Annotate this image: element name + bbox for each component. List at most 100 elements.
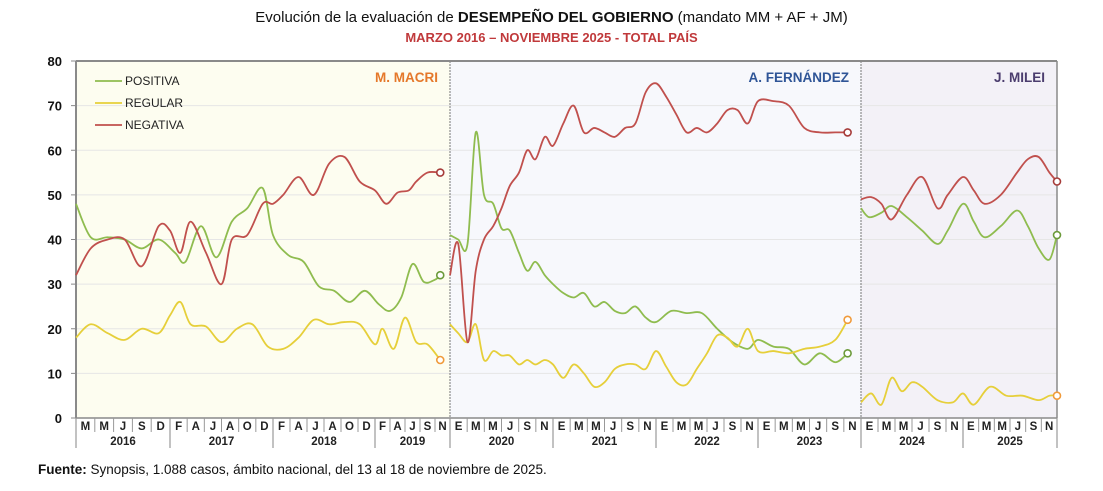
- x-month-label: N: [438, 421, 446, 433]
- end-marker-negativa: [843, 128, 852, 137]
- y-tick-label: 0: [55, 411, 62, 426]
- x-month-label: S: [934, 421, 942, 433]
- y-tick-label: 20: [48, 322, 62, 337]
- x-month-label: J: [815, 421, 821, 433]
- x-month-label: J: [120, 421, 126, 433]
- series-line-positiva: [860, 202, 1058, 261]
- series-line-negativa: [75, 154, 441, 286]
- x-month-label: S: [424, 421, 432, 433]
- x-month-label: N: [1045, 421, 1053, 433]
- x-month-label: E: [763, 421, 771, 433]
- x-month-label: M: [997, 421, 1007, 433]
- y-tick-label: 10: [48, 366, 62, 381]
- x-month-label: M: [882, 421, 892, 433]
- chart-subtitle: MARZO 2016 – NOVIEMBRE 2025 - TOTAL PAÍS: [405, 30, 698, 45]
- x-month-label: J: [312, 421, 318, 433]
- legend-label: REGULAR: [125, 96, 183, 110]
- series-line-regular: [449, 319, 849, 389]
- x-month-label: E: [455, 421, 463, 433]
- y-tick-label: 40: [48, 233, 62, 248]
- title-part: (mandato MM + AF + JM): [673, 9, 848, 26]
- series-line-regular: [75, 301, 441, 361]
- x-month-label: M: [982, 421, 992, 433]
- x-month-label: E: [661, 421, 669, 433]
- x-month-label: E: [967, 421, 975, 433]
- legend-label: POSITIVA: [125, 74, 179, 88]
- x-year-label: 2024: [899, 436, 925, 448]
- series-line-negativa: [860, 155, 1058, 221]
- x-month-label: J: [917, 421, 923, 433]
- x-month-label: N: [950, 421, 958, 433]
- x-month-label: M: [81, 421, 91, 433]
- period-label: A. FERNÁNDEZ: [749, 70, 850, 85]
- x-month-label: J: [610, 421, 616, 433]
- x-month-label: M: [779, 421, 789, 433]
- x-month-label: A: [294, 421, 302, 433]
- x-month-label: M: [488, 421, 498, 433]
- x-month-label: N: [745, 421, 753, 433]
- legend-label: NEGATIVA: [125, 118, 184, 132]
- series-line-negativa: [449, 82, 848, 344]
- y-tick-label: 70: [48, 99, 62, 114]
- y-tick-label: 60: [48, 143, 62, 158]
- x-month-label: A: [226, 421, 234, 433]
- x-month-label: S: [523, 421, 531, 433]
- x-month-label: M: [796, 421, 806, 433]
- x-year-label: 2020: [489, 436, 515, 448]
- x-month-label: E: [558, 421, 566, 433]
- source-label: Fuente:: [38, 462, 87, 477]
- end-marker-positiva: [435, 270, 445, 280]
- end-marker-positiva: [1052, 230, 1062, 240]
- x-month-label: F: [379, 421, 386, 433]
- x-month-label: S: [626, 421, 634, 433]
- x-month-label: S: [729, 421, 737, 433]
- source-note: Fuente: Synopsis, 1.088 casos, ámbito na…: [38, 462, 547, 477]
- x-month-label: O: [243, 421, 252, 433]
- end-marker-positiva: [843, 348, 852, 358]
- x-month-label: J: [210, 421, 216, 433]
- y-tick-label: 80: [48, 54, 62, 69]
- x-month-label: F: [175, 421, 182, 433]
- series-line-positiva: [75, 186, 441, 312]
- x-year-label: 2023: [797, 436, 823, 448]
- x-month-label: S: [1030, 421, 1038, 433]
- x-month-label: D: [362, 421, 370, 433]
- x-year-label: 2016: [110, 436, 136, 448]
- x-month-label: D: [156, 421, 164, 433]
- x-year-label: 2018: [311, 436, 337, 448]
- x-year-label: 2022: [694, 436, 720, 448]
- x-month-label: M: [99, 421, 109, 433]
- x-month-label: J: [409, 421, 415, 433]
- x-month-label: A: [393, 421, 401, 433]
- source-text: Synopsis, 1.088 casos, ámbito nacional, …: [86, 462, 547, 477]
- x-month-label: E: [866, 421, 874, 433]
- x-year-label: 2017: [209, 436, 235, 448]
- x-month-label: S: [831, 421, 839, 433]
- end-marker-regular: [1052, 391, 1062, 400]
- x-month-label: N: [643, 421, 651, 433]
- x-month-label: M: [471, 421, 481, 433]
- x-year-label: 2025: [997, 436, 1023, 448]
- x-month-label: D: [260, 421, 268, 433]
- x-month-label: N: [540, 421, 548, 433]
- end-marker-negativa: [435, 168, 445, 177]
- chart-title: Evolución de la evaluación de DESEMPEÑO …: [0, 9, 1103, 26]
- x-month-label: F: [278, 421, 285, 433]
- x-month-label: J: [507, 421, 513, 433]
- x-month-label: M: [677, 421, 687, 433]
- title-part: Evolución de la evaluación de: [255, 9, 458, 26]
- x-month-label: A: [328, 421, 336, 433]
- x-month-label: M: [694, 421, 704, 433]
- x-month-label: O: [345, 421, 354, 433]
- x-month-label: M: [574, 421, 584, 433]
- period-label: J. MILEI: [994, 70, 1045, 85]
- y-tick-label: 30: [48, 277, 62, 292]
- series-line-regular: [860, 376, 1058, 406]
- x-year-label: 2021: [592, 436, 618, 448]
- y-tick-label: 50: [48, 188, 62, 203]
- x-month-label: M: [591, 421, 601, 433]
- x-month-label: M: [899, 421, 909, 433]
- x-month-label: A: [192, 421, 200, 433]
- x-year-label: 2019: [400, 436, 426, 448]
- x-month-label: S: [138, 421, 146, 433]
